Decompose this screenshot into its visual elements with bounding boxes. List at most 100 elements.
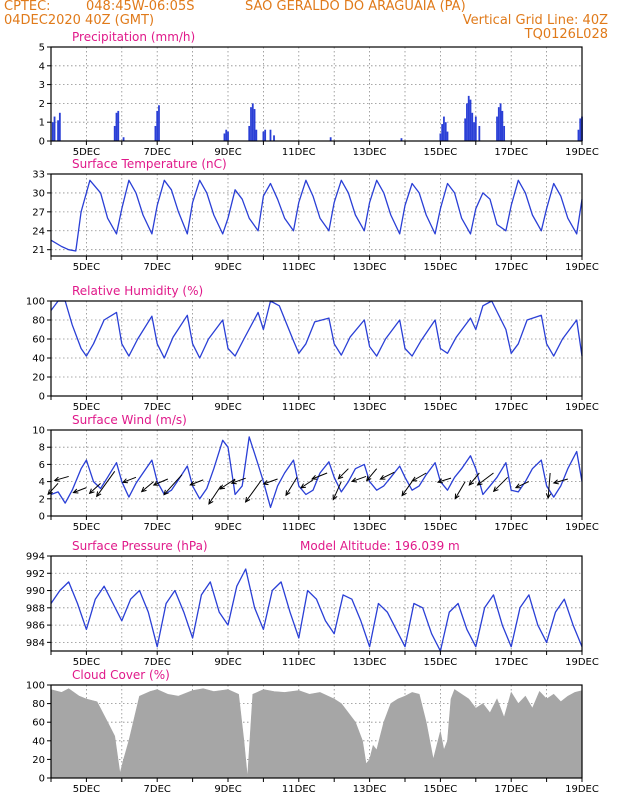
wind-vector-head bbox=[244, 496, 251, 503]
wind-vector bbox=[73, 487, 87, 494]
precip-frame bbox=[50, 46, 583, 142]
header-station: SAO GERALDO DO ARAGUAIA (PA) bbox=[245, 0, 466, 14]
temp-title: Surface Temperature (nC) bbox=[72, 157, 227, 171]
wind-vector-head bbox=[163, 489, 169, 496]
pres-ytick-label: 990 bbox=[26, 586, 45, 597]
precip-bar bbox=[473, 122, 475, 141]
rh-xtick-label: 7DEC bbox=[144, 402, 171, 413]
precip-bar bbox=[496, 116, 498, 141]
temp-ytick-label: 33 bbox=[32, 170, 45, 181]
temp-xtick-label: 11DEC bbox=[282, 262, 316, 273]
precip-ytick-label: 1 bbox=[39, 118, 45, 129]
precip-bar bbox=[469, 99, 472, 141]
wind-xtick-label: 19DEC bbox=[565, 522, 599, 533]
precip-bar bbox=[499, 103, 502, 141]
rh-ytick-label: 40 bbox=[32, 354, 45, 365]
pres-xtick-label: 15DEC bbox=[424, 657, 458, 668]
wind-vector-head bbox=[545, 493, 552, 500]
wind-vector-head bbox=[332, 494, 338, 501]
precip-bar bbox=[329, 137, 332, 141]
cloud-xtick-label: 17DEC bbox=[494, 784, 528, 795]
wind-vector-head bbox=[189, 480, 196, 486]
temp-frame bbox=[50, 173, 583, 257]
wind-xtick-label: 15DEC bbox=[424, 522, 458, 533]
precip-bar bbox=[273, 135, 275, 141]
wind-vector-head bbox=[121, 478, 128, 484]
wind-vector-head bbox=[411, 476, 418, 482]
precip-bar bbox=[446, 131, 449, 141]
temp-ytick-label: 24 bbox=[32, 226, 45, 237]
wind-xtick-label: 11DEC bbox=[282, 522, 316, 533]
wind-vector bbox=[553, 478, 568, 484]
precip-bar bbox=[577, 129, 580, 141]
cloud-ytick-label: 60 bbox=[32, 718, 45, 729]
temp-xtick-label: 19DEC bbox=[565, 262, 599, 273]
precip-xtick-label: 7DEC bbox=[144, 147, 171, 158]
wind-ytick-label: 2 bbox=[39, 494, 45, 505]
wind-vector-head bbox=[365, 475, 372, 482]
wind-vector bbox=[163, 474, 183, 496]
wind-vector bbox=[351, 475, 367, 482]
wind-vector bbox=[493, 476, 509, 492]
precip-bar bbox=[113, 125, 116, 141]
pres-ytick-label: 988 bbox=[26, 603, 45, 614]
wind-xtick-label: 9DEC bbox=[214, 522, 241, 533]
precip-bar bbox=[497, 107, 500, 141]
cloud-xtick-label: 9DEC bbox=[214, 784, 241, 795]
pres-xtick-label: 19DEC bbox=[565, 657, 599, 668]
pres-xtick-label: 17DEC bbox=[494, 657, 528, 668]
wind-series-line bbox=[50, 436, 583, 509]
cloud-xtick-label: 15DEC bbox=[424, 784, 458, 795]
wind-vector-head bbox=[88, 488, 95, 495]
precip-bar bbox=[478, 125, 481, 141]
rh-xtick-label: 11DEC bbox=[282, 402, 316, 413]
header-date: 04DEC2020 40Z (GMT) bbox=[4, 13, 155, 28]
wind-vector bbox=[437, 477, 452, 483]
precip-bar bbox=[262, 131, 265, 141]
wind-vector bbox=[547, 472, 551, 499]
rh-ytick-label: 20 bbox=[32, 373, 45, 384]
wind-vector bbox=[338, 468, 349, 480]
wind-vector bbox=[96, 470, 116, 497]
wind-vector bbox=[477, 472, 494, 486]
wind-vector-head bbox=[230, 479, 237, 485]
wind-vector bbox=[141, 481, 154, 492]
pres-title: Surface Pressure (hPa) bbox=[72, 539, 208, 553]
precip-bar bbox=[471, 112, 474, 141]
temp-ytick-label: 27 bbox=[32, 207, 45, 218]
precip-bar bbox=[501, 110, 504, 141]
header-cptec: CPTEC: bbox=[4, 0, 51, 14]
rh-xtick-label: 15DEC bbox=[424, 402, 458, 413]
pres-ytick-label: 986 bbox=[26, 621, 45, 632]
cloud-xtick-label: 7DEC bbox=[144, 784, 171, 795]
wind-title: Surface Wind (m/s) bbox=[72, 413, 187, 427]
wind-vector-head bbox=[379, 474, 386, 480]
cloud-ytick-label: 100 bbox=[26, 681, 45, 692]
precip-bar bbox=[227, 131, 229, 141]
precip-bar bbox=[439, 133, 442, 141]
wind-vector bbox=[411, 472, 427, 482]
precip-xtick-label: 15DEC bbox=[424, 147, 458, 158]
rh-xtick-label: 9DEC bbox=[214, 402, 241, 413]
rh-ytick-label: 60 bbox=[32, 335, 45, 346]
wind-ytick-label: 4 bbox=[39, 477, 45, 488]
wind-vector-head bbox=[552, 479, 559, 485]
temp-xtick-label: 5DEC bbox=[73, 262, 100, 273]
cloud-xtick-label: 19DEC bbox=[565, 784, 599, 795]
wind-vector-head bbox=[401, 490, 407, 497]
precip-xtick-label: 11DEC bbox=[282, 147, 316, 158]
precip-bar bbox=[250, 107, 252, 141]
precip-ytick-label: 3 bbox=[39, 80, 45, 91]
wind-vector bbox=[190, 479, 204, 486]
wind-vector bbox=[54, 475, 69, 481]
wind-vector bbox=[122, 476, 137, 483]
pres-subtitle: Model Altitude: 196.039 m bbox=[300, 539, 460, 553]
precip-bar bbox=[444, 122, 447, 141]
wind-vector bbox=[380, 471, 395, 480]
precip-title: Precipitation (mm/h) bbox=[72, 30, 195, 44]
wind-vector bbox=[401, 481, 413, 496]
wind-vector bbox=[263, 478, 278, 485]
precip-bar bbox=[466, 103, 468, 141]
